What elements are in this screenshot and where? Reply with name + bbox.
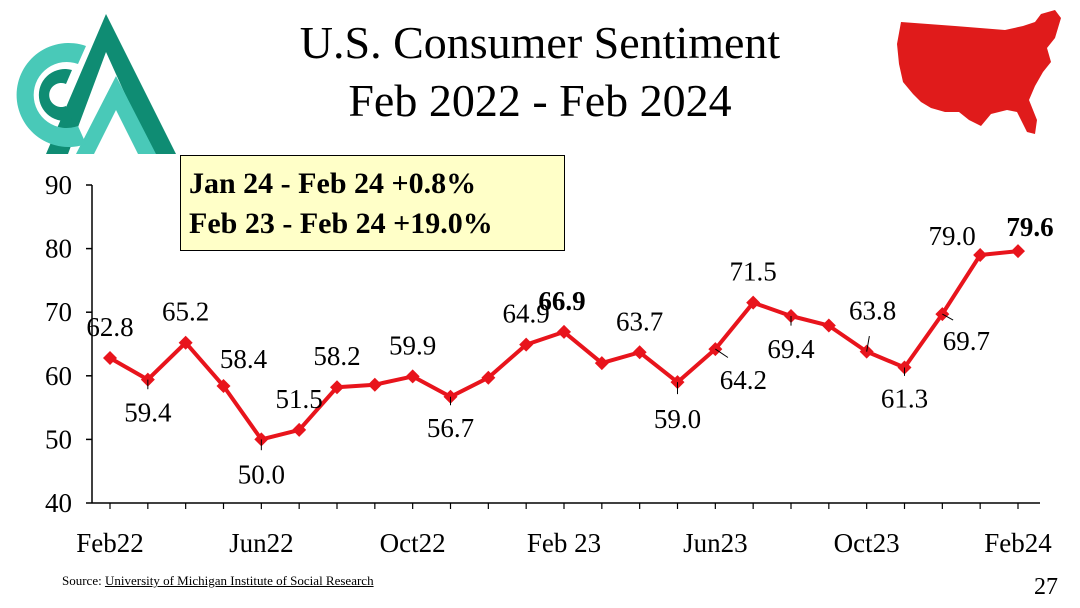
data-label-leader	[715, 348, 729, 358]
data-point-marker	[1011, 244, 1025, 259]
x-tick-label: Oct23	[834, 528, 900, 558]
change-callout-box: Jan 24 - Feb 24 +0.8% Feb 23 - Feb 24 +1…	[180, 155, 565, 251]
data-point-marker	[594, 356, 609, 371]
data-label-leader	[866, 335, 870, 352]
data-point-marker	[821, 318, 836, 333]
data-label: 58.4	[220, 344, 268, 374]
x-tick-label: Jun22	[229, 528, 294, 558]
x-tick-label: Oct22	[380, 528, 446, 558]
data-label: 69.7	[943, 326, 990, 356]
data-point-marker	[481, 370, 496, 385]
data-label: 63.8	[849, 296, 896, 326]
data-point-marker	[216, 378, 231, 393]
data-point-marker	[330, 380, 344, 395]
data-point-marker	[557, 324, 571, 339]
source-label: Source:	[62, 573, 102, 588]
logo-dark-peak	[46, 14, 176, 154]
y-tick-label: 60	[45, 361, 72, 391]
source-link[interactable]: University of Michigan Institute of Soci…	[104, 573, 374, 588]
callout-monthly-change: Jan 24 - Feb 24 +0.8%	[189, 167, 477, 200]
data-label: 71.5	[730, 257, 777, 287]
y-tick-label: 90	[45, 170, 72, 200]
x-tick-label: Feb 23	[527, 528, 601, 558]
y-tick-label: 40	[45, 488, 72, 518]
data-label: 63.7	[616, 306, 663, 336]
x-tick-label: Feb24	[984, 528, 1052, 558]
page-number: 27	[1034, 574, 1058, 600]
data-label: 59.4	[124, 398, 172, 428]
data-point-marker	[519, 337, 534, 352]
data-point-marker	[367, 377, 382, 392]
source-note: Source: University of Michigan Institute…	[62, 573, 374, 589]
data-point-marker	[292, 422, 307, 437]
y-tick-label: 80	[45, 234, 72, 264]
us-map-icon	[897, 10, 1061, 134]
logo-light-peak	[76, 76, 156, 154]
data-label: 61.3	[881, 384, 928, 414]
data-point-marker	[405, 369, 420, 384]
x-tick-label: Feb22	[76, 528, 144, 558]
data-point-marker	[632, 345, 647, 360]
title-line-1: U.S. Consumer Sentiment	[299, 17, 781, 68]
data-label: 65.2	[162, 297, 209, 327]
data-label: 59.0	[654, 404, 701, 434]
data-label: 59.9	[389, 330, 436, 360]
data-label: 64.9	[503, 299, 550, 329]
data-label: 64.2	[720, 365, 767, 395]
data-label: 79.0	[929, 221, 976, 251]
logo-c-outer	[16, 43, 86, 147]
x-tick-label: Jun23	[683, 528, 748, 558]
title-line-2: Feb 2022 - Feb 2024	[348, 75, 732, 126]
data-point-marker	[973, 247, 988, 262]
data-label-leader	[942, 313, 954, 321]
page-title: U.S. Consumer Sentiment Feb 2022 - Feb 2…	[230, 14, 850, 130]
data-label: 66.9	[538, 286, 585, 316]
data-label: 79.6	[1006, 212, 1053, 242]
logo-c-inner	[38, 69, 72, 121]
y-tick-label: 50	[45, 424, 72, 454]
data-label: 62.8	[86, 312, 133, 342]
company-logo	[16, 14, 176, 154]
data-point-marker	[178, 335, 193, 350]
data-label: 51.5	[276, 384, 323, 414]
data-point-marker	[746, 295, 761, 310]
data-label: 50.0	[238, 459, 285, 489]
callout-yearly-change: Feb 23 - Feb 24 +19.0%	[189, 207, 493, 240]
data-label: 69.4	[767, 334, 815, 364]
data-label: 56.7	[427, 413, 474, 443]
y-tick-label: 70	[45, 297, 72, 327]
data-label: 58.2	[313, 341, 360, 371]
data-point-marker	[103, 350, 117, 365]
